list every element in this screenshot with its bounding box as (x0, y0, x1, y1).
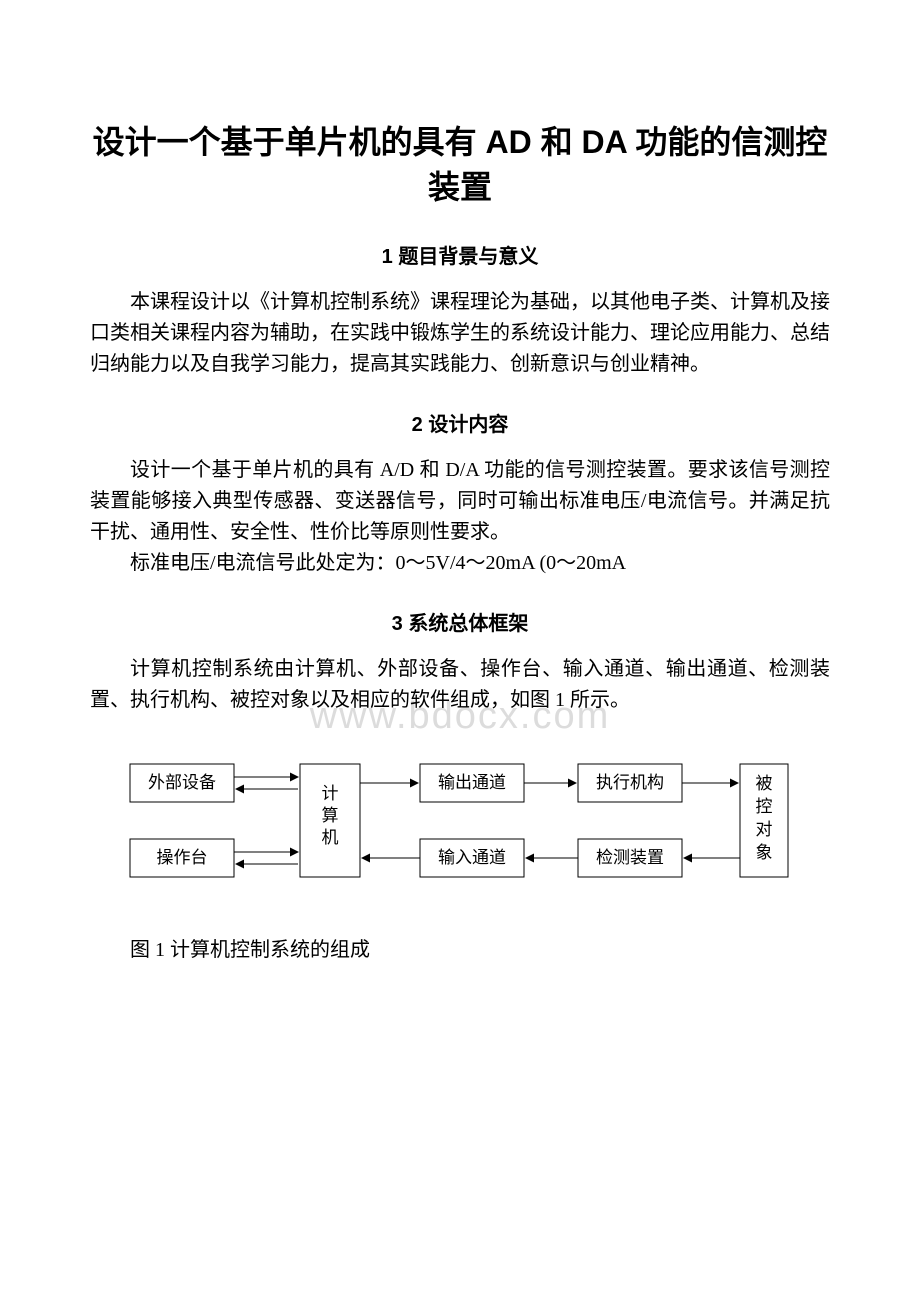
node-out-ch: 输出通道 (438, 773, 506, 792)
node-object-c4: 象 (756, 843, 773, 862)
node-computer-c3: 机 (322, 828, 339, 847)
node-object-c3: 对 (756, 820, 773, 839)
node-object-c2: 控 (756, 797, 773, 816)
section-3-heading: 3 系统总体框架 (90, 607, 830, 636)
node-console: 操作台 (157, 848, 208, 867)
node-computer-c1: 计 (322, 784, 339, 803)
section-2-paragraph-1: 设计一个基于单片机的具有 A/D 和 D/A 功能的信号测控装置。要求该信号测控… (90, 455, 830, 548)
section-1-paragraph: 本课程设计以《计算机控制系统》课程理论为基础，以其他电子类、计算机及接口类相关课… (90, 287, 830, 380)
node-computer-c2: 算 (322, 806, 339, 825)
figure-1-caption: 图 1 计算机控制系统的组成 (90, 933, 830, 962)
node-object-c1: 被 (756, 774, 773, 793)
section-2-paragraph-2: 标准电压/电流信号此处定为：0～5V/4～20mA (0～20mA (90, 548, 830, 579)
node-sensor: 检测装置 (596, 848, 664, 867)
figure-1-diagram: 外部设备 操作台 计 算 机 输出通道 输入通道 执行机构 检测装置 被 (110, 744, 830, 909)
section-2-heading: 2 设计内容 (90, 408, 830, 437)
node-ext-dev: 外部设备 (148, 773, 216, 792)
node-in-ch: 输入通道 (438, 848, 506, 867)
section-3-paragraph: 计算机控制系统由计算机、外部设备、操作台、输入通道、输出通道、检测装置、执行机构… (90, 654, 830, 716)
node-actuator: 执行机构 (596, 773, 664, 792)
section-1-heading: 1 题目背景与意义 (90, 240, 830, 269)
document-title: 设计一个基于单片机的具有 AD 和 DA 功能的信测控装置 (90, 120, 830, 210)
document-content: 设计一个基于单片机的具有 AD 和 DA 功能的信测控装置 1 题目背景与意义 … (90, 120, 830, 962)
